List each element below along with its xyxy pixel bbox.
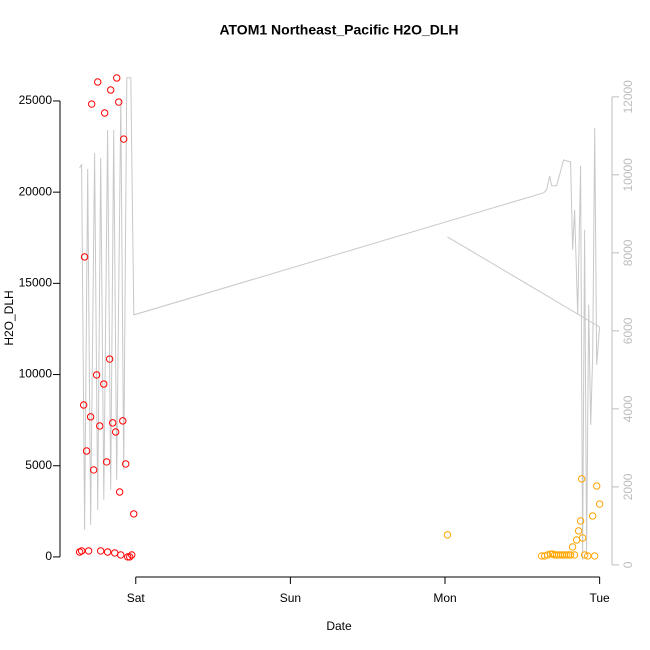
x-tick-label: Sun: [280, 591, 301, 605]
chart-title: ATOM1 Northeast_Pacific H2O_DLH: [219, 22, 458, 38]
x-tick-label: Sat: [127, 591, 146, 605]
data-point: [80, 253, 89, 261]
y-tick-label: 15000: [19, 276, 53, 290]
data-point: [117, 551, 125, 559]
data-point: [92, 371, 101, 379]
data-point: [574, 527, 583, 535]
data-point: [126, 553, 134, 561]
y-tick-label: 0: [45, 549, 52, 563]
y-axis-label: H2O_DLH: [2, 290, 16, 345]
data-point: [103, 548, 112, 556]
y-tick-label: 25000: [19, 93, 53, 107]
y-tick-label: 10000: [19, 367, 53, 381]
data-point: [570, 551, 579, 559]
data-line: [79, 77, 601, 560]
data-point: [124, 553, 132, 561]
data-point: [102, 458, 111, 466]
y2-tick-label: 0: [621, 561, 635, 568]
y2-tick-label: 10000: [621, 158, 635, 192]
data-point: [105, 355, 114, 363]
data-point: [77, 547, 86, 555]
data-point: [562, 551, 571, 559]
data-point: [577, 475, 586, 483]
data-point: [79, 401, 88, 409]
data-point: [90, 466, 98, 474]
x-tick-label: Tue: [590, 591, 611, 605]
y2-tick-label: 8000: [621, 239, 635, 266]
data-point: [543, 551, 552, 559]
data-point: [94, 78, 102, 86]
data-point: [584, 552, 592, 560]
data-point: [128, 551, 136, 559]
data-point: [590, 552, 599, 560]
data-point: [115, 98, 123, 106]
data-point: [109, 419, 117, 427]
data-point: [130, 510, 138, 518]
data-point: [84, 547, 93, 555]
data-point: [111, 428, 120, 436]
y-tick-label: 5000: [25, 458, 52, 472]
y2-tick-label: 6000: [621, 317, 635, 344]
data-point: [111, 549, 119, 557]
x-tick-label: Mon: [433, 591, 456, 605]
data-point: [86, 413, 95, 421]
data-point: [443, 531, 452, 539]
data-point: [576, 517, 585, 525]
data-point: [96, 547, 105, 555]
data-point: [96, 422, 104, 430]
data-point: [119, 417, 127, 425]
y2-tick-label: 2000: [621, 473, 635, 500]
y2-tick-label: 12000: [621, 80, 635, 114]
data-point: [100, 109, 109, 117]
data-point: [560, 551, 569, 559]
y2-tick-label: 4000: [621, 395, 635, 422]
data-point: [588, 512, 597, 520]
data-point: [100, 380, 108, 388]
data-point: [82, 447, 91, 455]
data-point: [580, 551, 589, 559]
data-point: [115, 488, 124, 496]
data-point: [113, 74, 121, 82]
x-axis-label: Date: [326, 619, 352, 633]
data-point: [107, 86, 115, 94]
data-point: [566, 551, 575, 559]
data-point: [592, 482, 601, 490]
data-point: [595, 500, 604, 508]
data-point: [120, 135, 128, 143]
data-point: [578, 534, 587, 542]
data-point: [572, 536, 581, 544]
data-point: [568, 543, 577, 551]
y-tick-label: 20000: [19, 184, 53, 198]
data-point: [87, 100, 96, 108]
data-point: [122, 460, 130, 468]
